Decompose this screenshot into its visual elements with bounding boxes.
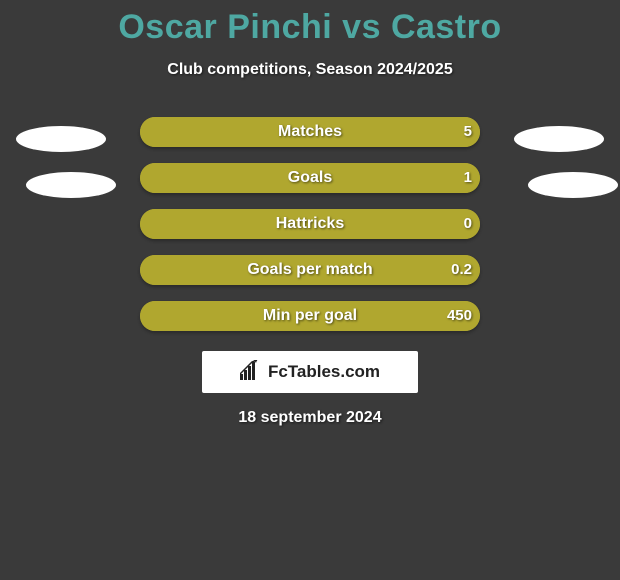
bar-track <box>140 301 480 331</box>
stat-row: Goals per match0.2 <box>0 255 620 285</box>
date-text: 18 september 2024 <box>0 409 620 427</box>
bar-track <box>140 255 480 285</box>
bar-track <box>140 117 480 147</box>
bar-fill-right <box>310 209 480 239</box>
subtitle: Club competitions, Season 2024/2025 <box>0 61 620 79</box>
stat-row: Min per goal450 <box>0 301 620 331</box>
branding-text: FcTables.com <box>268 362 380 382</box>
page-title: Oscar Pinchi vs Castro <box>0 0 620 47</box>
stat-row: Goals1 <box>0 163 620 193</box>
bar-fill-left <box>140 209 310 239</box>
bar-fill-right <box>140 163 480 193</box>
stat-value-right: 1 <box>464 163 472 193</box>
bar-fill-right <box>140 255 480 285</box>
stat-value-right: 0 <box>464 209 472 239</box>
stat-rows: Matches5 Goals1 Hattricks0 Goals per match0… <box>0 117 620 331</box>
bar-track <box>140 163 480 193</box>
bar-fill-right <box>140 301 480 331</box>
stat-row: Hattricks0 <box>0 209 620 239</box>
stat-value-right: 0.2 <box>451 255 472 285</box>
bar-track <box>140 209 480 239</box>
bar-chart-icon <box>240 360 262 385</box>
stat-row: Matches5 <box>0 117 620 147</box>
bar-fill-right <box>140 117 480 147</box>
stat-value-right: 5 <box>464 117 472 147</box>
comparison-infographic: Oscar Pinchi vs Castro Club competitions… <box>0 0 620 580</box>
stat-value-right: 450 <box>447 301 472 331</box>
branding-box: FcTables.com <box>202 351 418 393</box>
